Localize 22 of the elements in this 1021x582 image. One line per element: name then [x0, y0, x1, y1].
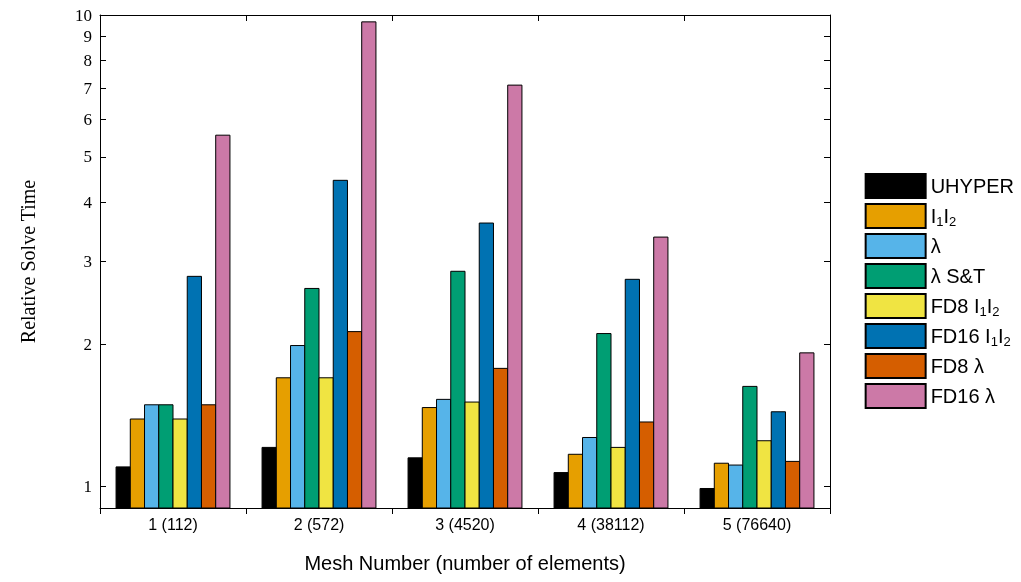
x-tick-label: 1 (112)	[148, 515, 198, 533]
y-tick-label: 4	[83, 193, 93, 213]
x-axis-title: Mesh Number (number of elements)	[304, 552, 626, 574]
x-tick-label: 4 (38112)	[577, 515, 645, 533]
x-tick-label: 5 (76640)	[722, 515, 792, 533]
y-tick-label: 2	[83, 335, 92, 355]
y-tick-label: 1	[83, 476, 92, 496]
y-tick-label: 7	[83, 78, 93, 98]
legend-label: λ S&T	[930, 265, 986, 287]
y-tick-label: 8	[83, 51, 92, 71]
x-tick-label: 2 (572)	[293, 515, 345, 533]
legend-label: FD8 λ	[930, 355, 984, 377]
legend-label: λ	[930, 235, 941, 257]
x-tick-label: 3 (4520)	[435, 515, 495, 533]
y-tick-label: 10	[75, 5, 92, 25]
y-tick-label: 3	[83, 252, 92, 271]
y-tick-label: 6	[83, 110, 92, 130]
y-tick-label: 9	[83, 27, 92, 47]
y-axis-title: Relative Solve Time	[17, 179, 39, 344]
legend-label: FD16 λ	[930, 385, 996, 407]
y-tick-label: 5	[83, 147, 92, 167]
legend-label: UHYPER	[930, 175, 1015, 197]
